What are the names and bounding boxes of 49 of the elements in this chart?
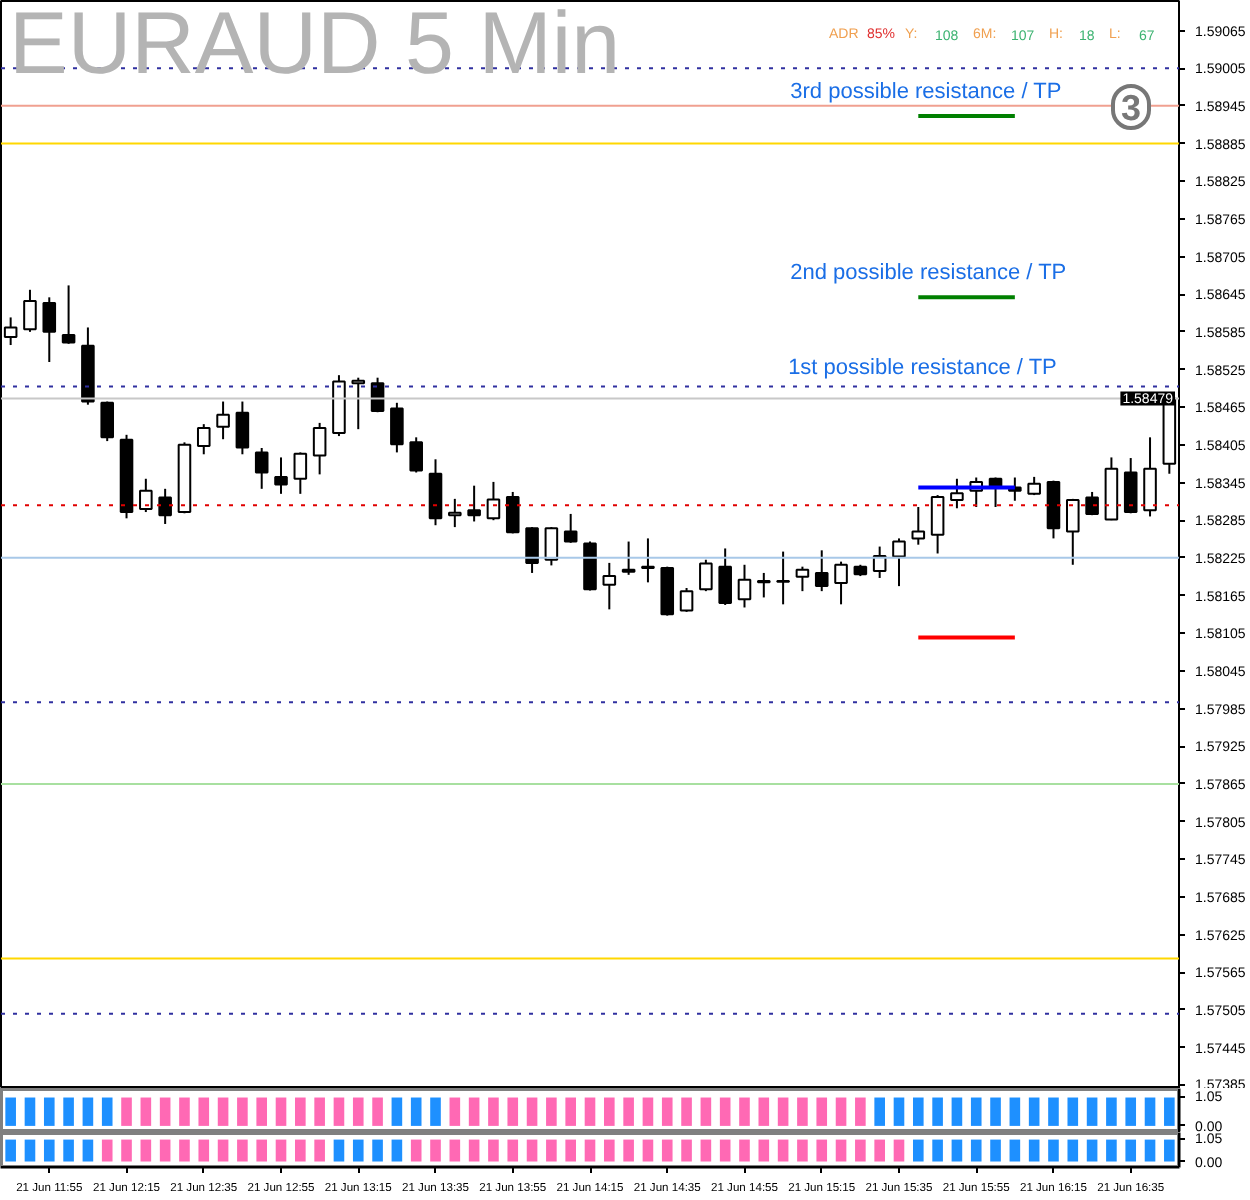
candlestick — [23, 288, 37, 333]
series-label: 3rd possible resistance / TP — [790, 79, 1062, 104]
candlestick — [196, 423, 211, 456]
candlestick — [274, 456, 288, 495]
chart-title: EURAUD 5 Min — [9, 0, 621, 93]
candlestick — [660, 565, 675, 617]
candlestick — [61, 284, 76, 345]
candlestick — [930, 494, 945, 555]
candlestick — [312, 421, 327, 476]
candlestick — [776, 550, 790, 606]
candlestick — [602, 561, 617, 611]
candlestick — [158, 487, 172, 525]
candlestick — [641, 537, 655, 584]
candlestick — [525, 526, 539, 574]
candlestick — [621, 540, 636, 576]
candlestick — [351, 376, 366, 431]
candlestick — [814, 549, 829, 593]
candlestick — [892, 537, 906, 588]
candlestick — [544, 526, 559, 567]
candlestick — [139, 477, 153, 514]
candlestick — [950, 477, 964, 510]
candlestick — [737, 563, 752, 609]
candlestick — [254, 447, 269, 490]
candlestick — [467, 484, 481, 523]
candlestick — [1065, 497, 1080, 566]
candlestick — [293, 451, 308, 495]
ref-line-label: 1st possible resistance / TP — [788, 356, 1057, 381]
candlestick — [486, 480, 501, 522]
candlestick — [1143, 436, 1157, 518]
annotation: 3 — [1120, 88, 1142, 128]
series-label: 2nd possible resistance / TP — [790, 261, 1067, 286]
candlestick — [216, 400, 230, 441]
candlestick — [42, 296, 57, 363]
candlestick — [679, 587, 694, 613]
candlestick — [699, 558, 713, 593]
candlestick — [795, 565, 810, 593]
candlestick — [718, 547, 732, 606]
candlestick — [834, 560, 848, 606]
candlestick — [428, 458, 443, 527]
candlestick — [1123, 457, 1138, 515]
candlestick — [505, 490, 520, 535]
candlestick — [757, 571, 771, 599]
candlestick — [409, 436, 423, 474]
candlestick — [1046, 479, 1061, 540]
candlestick — [235, 400, 250, 456]
candlestick — [448, 497, 462, 529]
candlestick — [390, 401, 404, 454]
candlestick — [100, 400, 115, 443]
candlestick — [563, 512, 578, 544]
